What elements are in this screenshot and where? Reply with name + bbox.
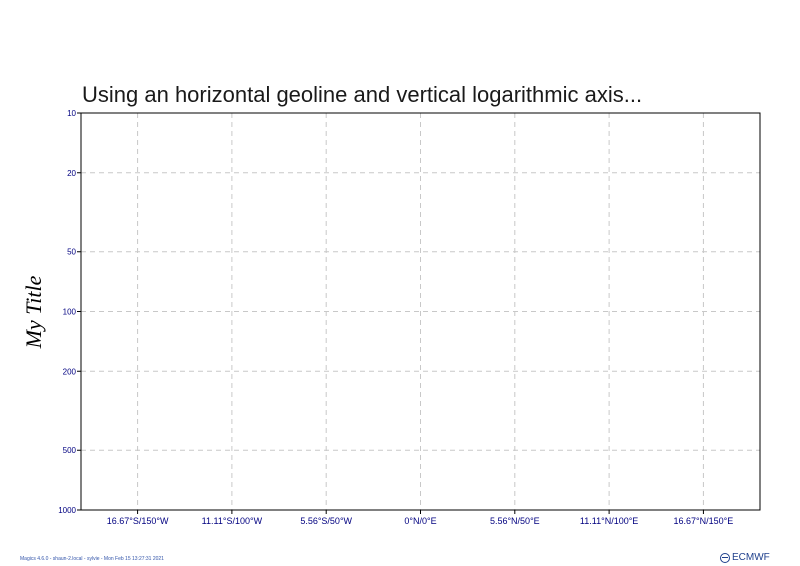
y-tick-label: 100 bbox=[63, 308, 77, 317]
x-tick-label: 0°N/0°E bbox=[404, 516, 436, 526]
footer-credit: Magics 4.6.0 - shaun-2.local - sylvie - … bbox=[20, 556, 164, 562]
y-tick-label: 500 bbox=[63, 446, 77, 455]
y-tick-label: 1000 bbox=[58, 506, 76, 515]
axis-ticks bbox=[77, 112, 704, 514]
y-tick-label: 20 bbox=[67, 169, 76, 178]
ecmwf-logo-icon bbox=[720, 552, 730, 563]
x-tick-label: 5.56°N/50°E bbox=[490, 516, 540, 526]
y-tick-label: 50 bbox=[67, 248, 76, 257]
chart-title: Using an horizontal geoline and vertical… bbox=[82, 82, 643, 107]
x-tick-label: 11.11°N/100°E bbox=[580, 516, 638, 526]
ecmwf-logo: ECMWF bbox=[720, 552, 770, 563]
x-tick-label: 16.67°N/150°E bbox=[674, 516, 734, 526]
x-tick-label: 16.67°S/150°W bbox=[107, 516, 169, 526]
y-tick-label: 200 bbox=[63, 367, 77, 376]
x-tick-label: 5.56°S/50°W bbox=[300, 516, 352, 526]
y-tick-label: 10 bbox=[67, 109, 76, 118]
x-tick-label: 11.11°S/100°W bbox=[202, 516, 263, 526]
tick-labels: 16.67°S/150°W 11.11°S/100°W 5.56°S/50°W 0°N… bbox=[58, 109, 733, 526]
grid-lines bbox=[81, 113, 760, 510]
ecmwf-logo-text: ECMWF bbox=[732, 552, 770, 563]
